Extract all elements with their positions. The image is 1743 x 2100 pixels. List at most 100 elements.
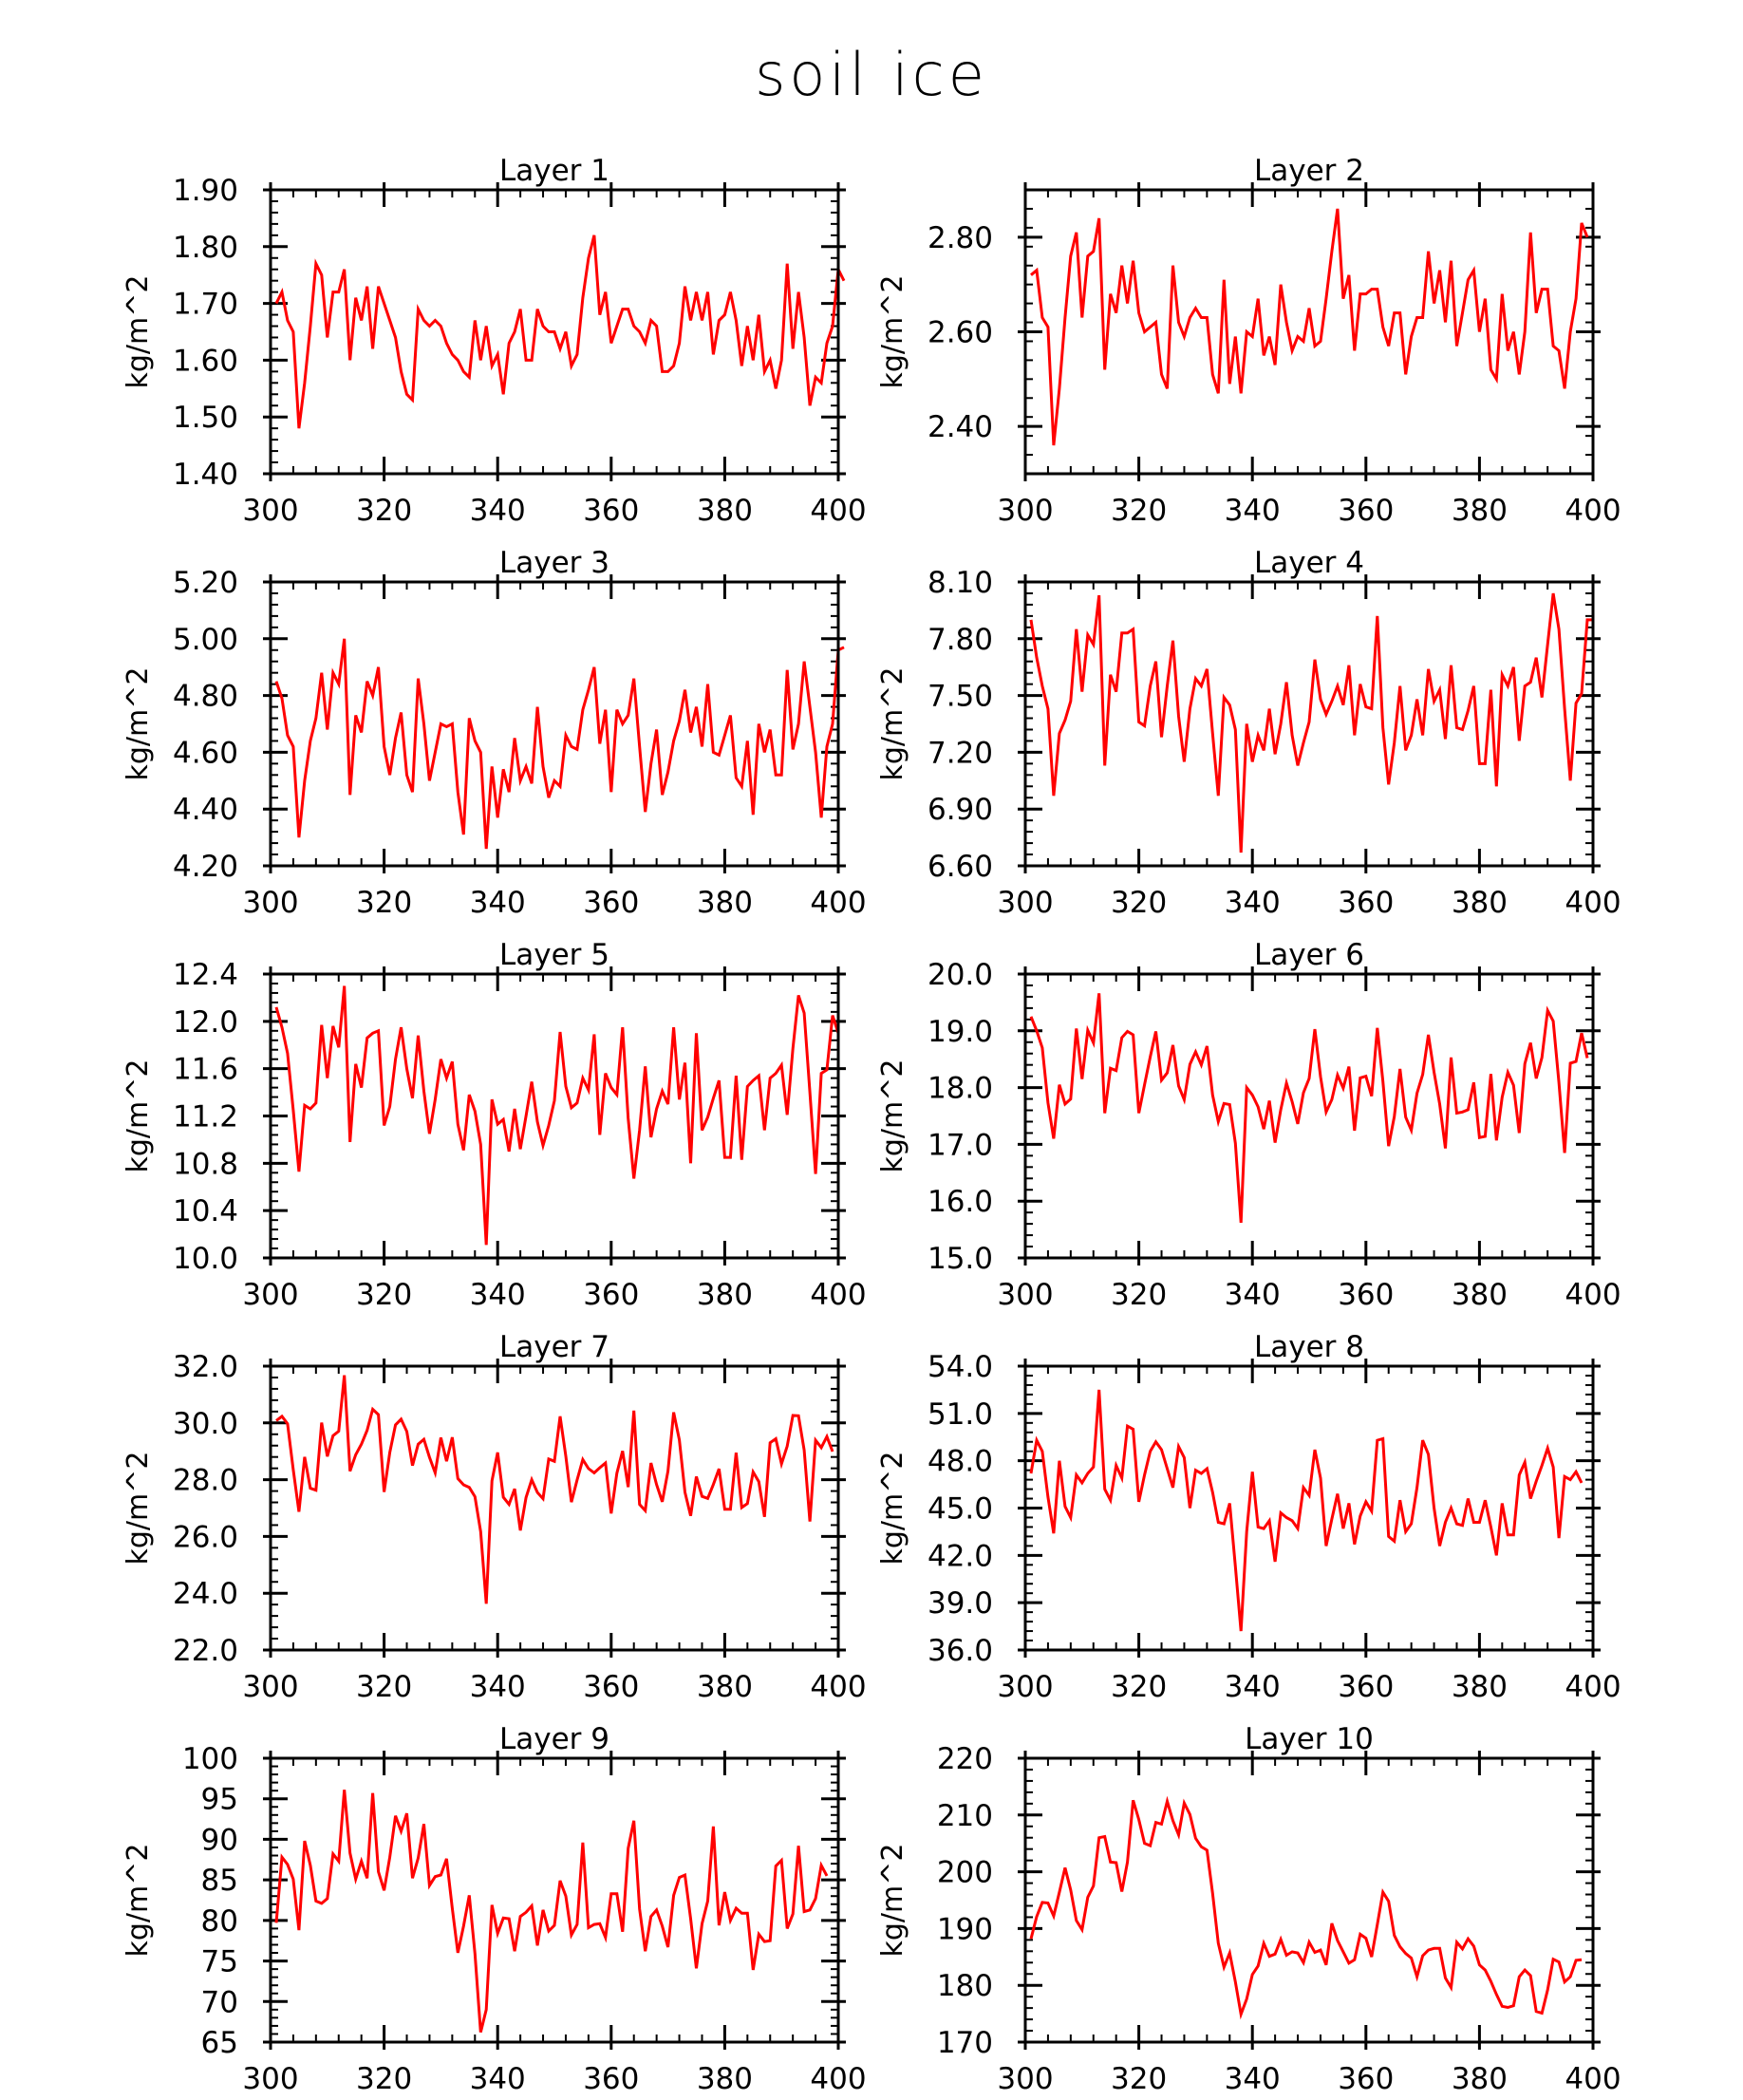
data-series-line: [1029, 1795, 1583, 2020]
y-axis-label: kg/m^2: [122, 1844, 155, 1958]
y-tick-label: 75: [201, 1945, 238, 1979]
y-tick-label: 5.00: [173, 623, 238, 657]
x-tick-label: 340: [470, 2062, 526, 2096]
plot-frame: [269, 188, 840, 476]
subplot-layer-7: Layer 7 kg/m^2 300 320 340 360 380 400 22.0 24.0 2…: [122, 1330, 867, 1704]
x-tick-label: 400: [1565, 886, 1621, 920]
x-tick-label: 320: [1111, 2062, 1167, 2096]
y-tick-label: 65: [201, 2026, 238, 2060]
x-tick-label: 400: [1565, 2062, 1621, 2096]
y-axis-label: kg/m^2: [876, 1059, 909, 1173]
x-tick-label: 400: [1565, 494, 1621, 528]
y-tick-label: 5.20: [173, 566, 238, 600]
x-tick-label: 360: [583, 2062, 639, 2096]
plot-frame: [1023, 188, 1595, 476]
x-tick-label: 360: [1338, 1670, 1394, 1704]
plot-frame: [269, 1364, 840, 1652]
y-axis-label: kg/m^2: [876, 1844, 909, 1958]
y-tick-label: 100: [182, 1742, 238, 1776]
y-axis-label: kg/m^2: [122, 667, 155, 781]
y-tick-label: 54.0: [928, 1350, 993, 1384]
figure-title: soil ice: [755, 40, 988, 109]
y-tick-label: 30.0: [173, 1407, 238, 1441]
y-tick-label: 70: [201, 1985, 238, 2019]
x-tick-label: 360: [583, 494, 639, 528]
x-tick-label: 360: [1338, 886, 1394, 920]
data-series-line: [274, 1790, 829, 2034]
subplot-title: Layer 10: [1245, 1722, 1374, 1756]
y-tick-label: 85: [201, 1864, 238, 1898]
x-tick-label: 360: [1338, 2062, 1394, 2096]
y-tick-label: 1.40: [173, 458, 238, 492]
y-tick-label: 2.60: [928, 316, 993, 350]
x-tick-label: 300: [997, 1670, 1053, 1704]
x-tick-label: 380: [697, 494, 753, 528]
subplot-layer-1: Layer 1 kg/m^2 300 320 340 360 380 400 1.40 1.50 1…: [122, 154, 867, 528]
x-tick-label: 320: [1111, 1670, 1167, 1704]
x-tick-label: 340: [1225, 1670, 1281, 1704]
x-tick-label: 300: [242, 1670, 298, 1704]
y-tick-label: 19.0: [928, 1015, 993, 1049]
y-tick-label: 12.4: [173, 958, 238, 992]
x-tick-label: 400: [1565, 1670, 1621, 1704]
x-tick-label: 340: [1225, 2062, 1281, 2096]
y-tick-label: 4.40: [173, 793, 238, 827]
y-tick-label: 1.90: [173, 174, 238, 208]
y-tick-label: 10.4: [173, 1194, 238, 1228]
y-tick-label: 210: [937, 1799, 993, 1833]
subplot-title: Layer 4: [1254, 546, 1364, 580]
y-axis-label: kg/m^2: [876, 667, 909, 781]
x-tick-label: 320: [1111, 1278, 1167, 1312]
x-tick-label: 300: [242, 2062, 298, 2096]
y-tick-label: 7.80: [928, 623, 993, 657]
data-series-line: [1030, 208, 1589, 446]
x-tick-label: 360: [1338, 494, 1394, 528]
y-tick-label: 18.0: [928, 1072, 993, 1106]
y-tick-label: 4.60: [173, 736, 238, 770]
subplot-title: Layer 9: [499, 1722, 609, 1756]
x-tick-label: 400: [810, 2062, 866, 2096]
x-tick-label: 400: [810, 494, 866, 528]
subplot-layer-4: Layer 4 kg/m^2 300 320 340 360 380 400 6.60 6.90 7…: [876, 546, 1621, 920]
y-tick-label: 8.10: [928, 566, 993, 600]
y-tick-label: 1.80: [173, 231, 238, 265]
subplot-layer-3: Layer 3 kg/m^2 300 320 340 360 380 400 4.20 4.40 4…: [122, 546, 867, 920]
y-axis-label: kg/m^2: [122, 1059, 155, 1173]
x-tick-label: 400: [810, 1670, 866, 1704]
subplot-layer-6: Layer 6 kg/m^2 300 320 340 360 380 400 15.0 16.0 1…: [876, 938, 1621, 1312]
y-tick-label: 4.80: [173, 680, 238, 714]
x-tick-label: 320: [1111, 886, 1167, 920]
x-tick-label: 300: [997, 1278, 1053, 1312]
x-tick-label: 340: [1225, 1278, 1281, 1312]
y-tick-label: 28.0: [173, 1464, 238, 1498]
y-tick-label: 7.50: [928, 680, 993, 714]
x-tick-label: 380: [1452, 2062, 1508, 2096]
subplot-layer-2: Layer 2 kg/m^2 300 320 340 360 380 400 2.40 2.60 2…: [876, 154, 1621, 528]
y-axis-label: kg/m^2: [876, 275, 909, 389]
x-tick-label: 300: [242, 1278, 298, 1312]
y-tick-label: 15.0: [928, 1242, 993, 1276]
subplot-title: Layer 8: [1254, 1330, 1364, 1364]
data-series-line: [1029, 993, 1589, 1224]
subplot-layer-9: Layer 9 kg/m^2 300 320 340 360 380 400 65 70 75 80 8…: [122, 1722, 867, 2096]
plot-frame: [269, 1756, 840, 2044]
plot-frame: [1023, 972, 1595, 1260]
y-tick-label: 20.0: [928, 958, 993, 992]
x-tick-label: 380: [697, 1278, 753, 1312]
y-tick-label: 26.0: [173, 1520, 238, 1554]
x-tick-label: 380: [1452, 886, 1508, 920]
y-tick-label: 12.0: [173, 1005, 238, 1040]
plot-frame: [1023, 1364, 1595, 1652]
y-tick-label: 1.50: [173, 401, 238, 435]
plot-frame: [269, 580, 840, 868]
y-tick-label: 200: [937, 1856, 993, 1890]
y-tick-label: 22.0: [173, 1634, 238, 1668]
y-tick-label: 190: [937, 1912, 993, 1946]
data-series-line: [1029, 1389, 1584, 1632]
x-tick-label: 400: [810, 1278, 866, 1312]
y-tick-label: 10.0: [173, 1242, 238, 1276]
y-tick-label: 16.0: [928, 1185, 993, 1219]
plot-frame: [1023, 580, 1595, 868]
y-tick-label: 1.70: [173, 288, 238, 322]
